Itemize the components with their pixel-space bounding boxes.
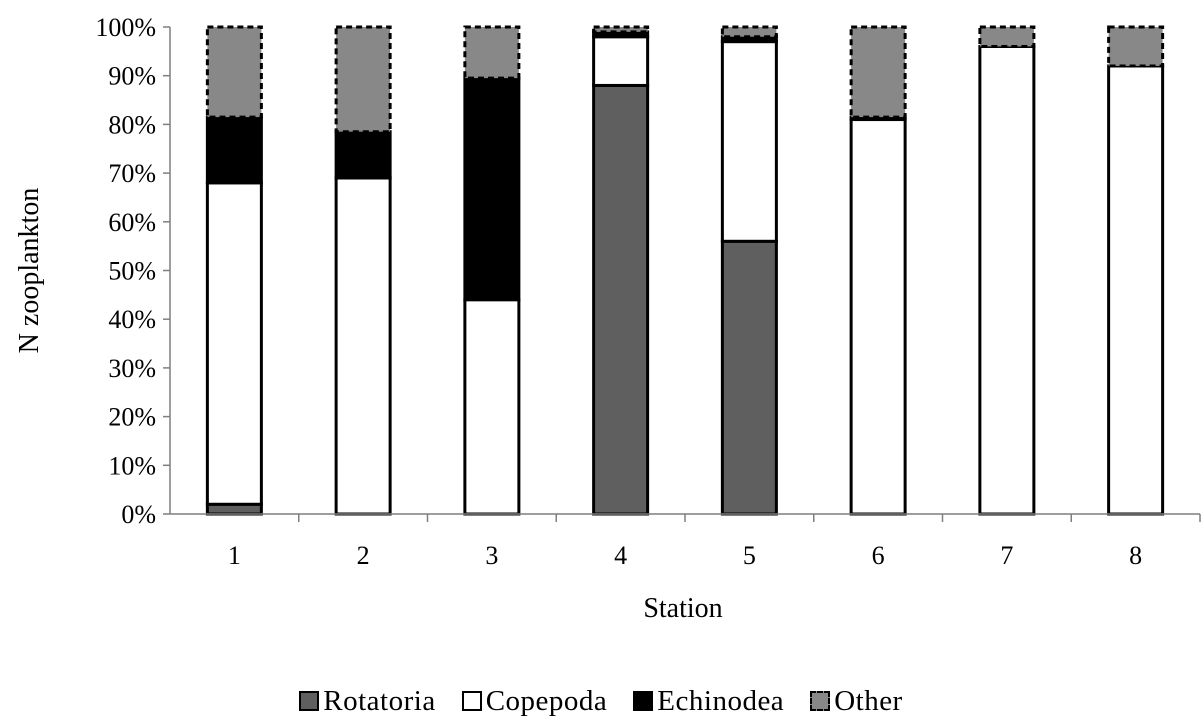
legend-label: Other — [834, 684, 903, 717]
y-tick-label: 0% — [121, 500, 156, 529]
y-tick-label: 10% — [108, 451, 156, 480]
bar-segment-copepoda — [334, 176, 392, 516]
legend-item-echinodea: Echinodea — [633, 684, 785, 717]
x-tick-label: 1 — [228, 541, 241, 570]
bar-segment-other — [334, 25, 392, 134]
legend-item-other: Other — [810, 684, 903, 717]
legend-swatch — [299, 691, 320, 711]
legend: Rotatoria Copepoda Echinodea Other — [0, 683, 1202, 719]
bar-segment-copepoda — [1107, 64, 1165, 516]
bar-segment-echinodea — [205, 115, 263, 185]
y-tick-label: 90% — [108, 62, 156, 91]
bar-segment-other — [592, 25, 650, 34]
bar-segment-rotatoria — [592, 83, 650, 516]
y-tick-label: 50% — [108, 257, 156, 286]
bar-segment-copepoda — [592, 35, 650, 87]
legend-label: Echinodea — [657, 684, 785, 717]
x-tick-label: 5 — [743, 541, 756, 570]
bar-segment-other — [463, 25, 521, 80]
x-axis-title: Station — [643, 593, 722, 624]
legend-swatch — [633, 691, 654, 711]
bar-segment-other — [978, 25, 1036, 48]
legend-item-rotatoria: Rotatoria — [299, 684, 436, 717]
bar-segment-other — [1107, 25, 1165, 68]
legend-item-copepoda: Copepoda — [461, 684, 608, 717]
x-tick-label: 7 — [1000, 541, 1013, 570]
bar-segment-copepoda — [978, 44, 1036, 516]
y-tick-label: 100% — [95, 13, 156, 42]
bar-segment-echinodea — [463, 76, 521, 302]
bar-segment-other — [849, 25, 907, 119]
y-tick-label: 30% — [108, 354, 156, 383]
x-tick-label: 3 — [485, 541, 498, 570]
bar-segment-other — [205, 25, 263, 119]
bar-segment-copepoda — [205, 181, 263, 506]
y-tick-label: 70% — [108, 159, 156, 188]
legend-label: Copepoda — [485, 684, 608, 717]
bar-segment-copepoda — [720, 40, 778, 243]
x-tick-label: 4 — [614, 541, 627, 570]
x-tick-label: 6 — [872, 541, 885, 570]
y-tick-label: 80% — [108, 110, 156, 139]
bar-segment-copepoda — [849, 118, 907, 516]
x-tick-label: 2 — [357, 541, 370, 570]
legend-label: Rotatoria — [323, 684, 436, 717]
bar-segment-other — [720, 25, 778, 39]
y-tick-label: 40% — [108, 305, 156, 334]
legend-swatch — [461, 691, 482, 711]
legend-swatch — [810, 691, 831, 711]
y-axis-title: N zooplankton — [14, 188, 45, 354]
x-tick-label: 8 — [1129, 541, 1142, 570]
y-tick-label: 60% — [108, 208, 156, 237]
bar-segment-copepoda — [463, 298, 521, 516]
bar-segment-echinodea — [334, 130, 392, 180]
bar-segment-rotatoria — [720, 239, 778, 516]
y-tick-label: 20% — [108, 403, 156, 432]
